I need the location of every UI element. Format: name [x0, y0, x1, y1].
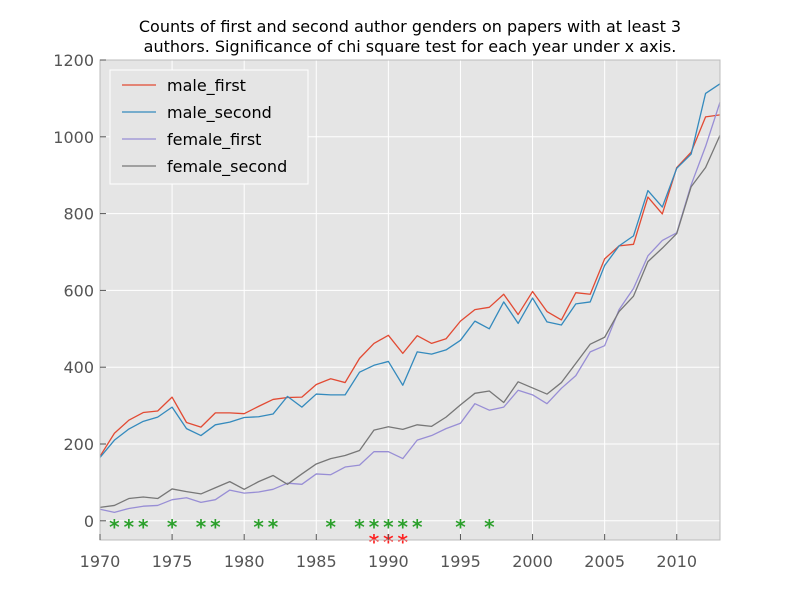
- legend: male_first male_second female_first female_…: [109, 69, 309, 185]
- y-tick-label: 200: [63, 435, 94, 454]
- significance-marker-green: *: [325, 515, 336, 539]
- chart-title-line-1: Counts of first and second author gender…: [139, 17, 681, 36]
- significance-marker-red: *: [398, 530, 409, 554]
- significance-marker-red: *: [369, 530, 380, 554]
- significance-marker-green: *: [124, 515, 135, 539]
- significance-marker-green: *: [109, 515, 120, 539]
- chart-title-line-2: authors. Significance of chi square test…: [144, 37, 677, 56]
- series-lines: [99, 83, 721, 514]
- significance-marker-green: *: [268, 515, 279, 539]
- legend-label-female_first: female_first: [167, 130, 261, 150]
- significance-marker-green: *: [253, 515, 264, 539]
- significance-marker-green: *: [383, 515, 394, 539]
- y-tick-label: 800: [63, 205, 94, 224]
- legend-label-female_second: female_second: [167, 157, 287, 177]
- x-tick-label: 2000: [512, 552, 553, 571]
- x-tick-label: 1970: [80, 552, 121, 571]
- y-tick-label: 0: [84, 512, 94, 531]
- significance-marker-green: *: [398, 515, 409, 539]
- axis-ticks: 1970 1975 1980 1985 1990 1995 2000 2005 2010 0 200…: [53, 51, 697, 571]
- significance-marker-green: *: [210, 515, 221, 539]
- significance-marker-red: *: [383, 530, 394, 554]
- legend-label-male_first: male_first: [167, 76, 246, 96]
- significance-marker-green: *: [167, 515, 178, 539]
- y-tick-label: 400: [63, 358, 94, 377]
- x-tick-label: 1990: [368, 552, 409, 571]
- y-tick-label: 1000: [53, 128, 94, 147]
- x-tick-label: 1975: [152, 552, 193, 571]
- y-tick-label: 600: [63, 281, 94, 300]
- x-tick-label: 1995: [440, 552, 481, 571]
- significance-markers: * * * * * * * * * * * * * * * ** * *: [109, 515, 495, 554]
- significance-marker-green: *: [484, 515, 495, 539]
- x-tick-label: 2005: [584, 552, 625, 571]
- significance-marker-green: *: [412, 515, 423, 539]
- series-line-female_second: [99, 134, 721, 509]
- significance-marker-green: *: [138, 515, 149, 539]
- x-tick-label: 1980: [224, 552, 265, 571]
- y-tick-label: 1200: [53, 51, 94, 70]
- legend-box: [109, 69, 309, 185]
- x-tick-label: 2010: [656, 552, 697, 571]
- x-tick-label: 1985: [296, 552, 337, 571]
- series-line-male_second: [99, 83, 721, 458]
- significance-marker-green: *: [354, 515, 365, 539]
- plot-frame: [99, 59, 721, 541]
- significance-marker-green: *: [369, 515, 380, 539]
- significance-marker-green: *: [196, 515, 207, 539]
- legend-label-male_second: male_second: [167, 103, 272, 123]
- significance-marker-green: *: [455, 515, 466, 539]
